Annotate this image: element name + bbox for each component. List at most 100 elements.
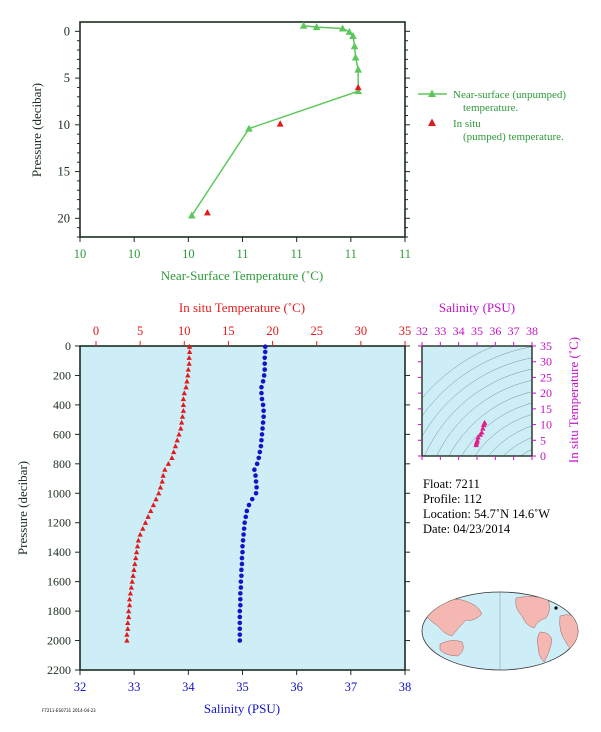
salinity-point [241, 526, 247, 531]
ts-y-axis-label: In situ Temperature (˚C) [566, 337, 581, 463]
temperature-point [130, 572, 136, 578]
salinity-point [260, 426, 265, 431]
salinity-point [262, 361, 268, 366]
salinity-point [237, 614, 243, 620]
ts-point [473, 442, 479, 448]
temperature-axis-label: In situ Temperature (˚C) [179, 300, 305, 315]
ts-y-tick-label: 0 [540, 449, 546, 463]
temperature-point [135, 537, 142, 543]
top-legend: Near-surface (unpumped) temperature. In s… [418, 89, 566, 143]
salinity-profile [237, 344, 268, 643]
pressure-tick-label: 1200 [47, 516, 71, 530]
ts-x-ticks: 32 33 34 35 36 37 38 [416, 324, 538, 460]
near-surface-point [245, 124, 253, 132]
temperature-point [165, 461, 172, 466]
top-plot-frame [79, 21, 406, 238]
ts-y-tick-label: 10 [540, 418, 552, 432]
ts-point [477, 431, 483, 437]
temperature-point [160, 472, 166, 478]
salinity-point [259, 432, 265, 437]
temperature-point [124, 637, 130, 643]
temperature-point [128, 584, 134, 590]
temperature-point [148, 508, 154, 514]
salinity-point [262, 344, 268, 350]
salinity-point [243, 514, 249, 520]
salinity-point [259, 396, 265, 402]
salinity-axis-label: Salinity (PSU) [204, 701, 280, 716]
temperature-point [162, 466, 168, 472]
ts-y-tick-label: 25 [540, 370, 552, 384]
salinity-point [244, 508, 250, 514]
salinity-point [262, 367, 268, 372]
salinity-point [237, 608, 243, 614]
temperature-tick-label: 25 [310, 324, 323, 338]
pressure-tick-label: 1600 [47, 575, 71, 589]
top-y-tick-label: 0 [64, 24, 70, 38]
temperature-point [125, 625, 131, 631]
temperature-point [180, 402, 187, 408]
salinity-point [238, 585, 244, 590]
ts-point [480, 425, 486, 431]
salinity-point [240, 549, 245, 555]
top-y-tick-label: 5 [64, 71, 70, 85]
pressure-tick-label: 800 [53, 457, 71, 471]
temperature-point [127, 590, 134, 596]
temperature-point [126, 602, 133, 608]
temperature-point [133, 555, 139, 561]
temperature-point [137, 531, 143, 537]
salinity-point [260, 402, 266, 408]
temperature-tick-label: 30 [355, 324, 368, 338]
salinity-point [260, 379, 266, 384]
temperature-point [174, 437, 180, 443]
near-surface-line [191, 24, 359, 216]
footer-code: F7211-ES0731 2014-04-23 [42, 708, 96, 713]
temperature-point [181, 390, 187, 396]
near-surface-point [351, 53, 360, 61]
temperature-point [156, 490, 162, 496]
temperature-tick-label: 15 [222, 324, 235, 338]
temperature-point [150, 502, 157, 508]
temperature-point [124, 631, 130, 637]
ts-y-tick-label: 15 [540, 402, 552, 416]
near-surface-temperature-chart: 10 10 10 11 11 11 11 0 5 10 15 20 Near-Surface Tem… [29, 21, 566, 283]
temperature-point [171, 449, 177, 455]
float-id: Float: 7211 [423, 477, 480, 491]
salinity-point [246, 502, 252, 508]
pressure-tick-label: 1400 [47, 545, 71, 559]
ts-y-tick-label: 35 [540, 339, 552, 353]
temperature-point [142, 519, 149, 525]
salinity-point [253, 490, 259, 496]
temperature-point [178, 425, 184, 431]
temperature-point [186, 349, 193, 354]
ts-x-tick-label: 32 [416, 324, 428, 338]
near-surface-point [354, 65, 362, 73]
salinity-point [237, 632, 243, 637]
top-x-axis-label: Near-Surface Temperature (˚C) [161, 268, 323, 283]
salinity-tick-label: 34 [182, 680, 195, 694]
salinity-point [239, 567, 244, 573]
top-x-tick-label: 10 [182, 247, 195, 261]
in-situ-point [203, 209, 211, 216]
near-surface-point [354, 87, 362, 95]
salinity-point [262, 355, 268, 361]
salinity-point [237, 620, 243, 626]
temperature-tick-label: 20 [266, 324, 279, 338]
salinity-point [237, 638, 243, 643]
temperature-tick-label: 10 [178, 324, 191, 338]
ts-x-tick-label: 37 [508, 324, 520, 338]
float-info: Float: 7211 Profile: 112 Location: 54.7˚… [423, 477, 550, 536]
top-x-tick-label: 11 [345, 247, 357, 261]
ts-x-axis-label: Salinity (PSU) [439, 300, 515, 315]
near-surface-point [338, 24, 347, 32]
near-surface-point [345, 27, 354, 35]
temperature-point [134, 543, 141, 549]
salinity-tick-label: 35 [236, 680, 249, 694]
temperature-point [186, 354, 192, 360]
temperature-point [153, 496, 159, 502]
salinity-point [261, 408, 266, 414]
salinity-point [239, 561, 245, 567]
top-x-tick-label: 10 [128, 247, 141, 261]
